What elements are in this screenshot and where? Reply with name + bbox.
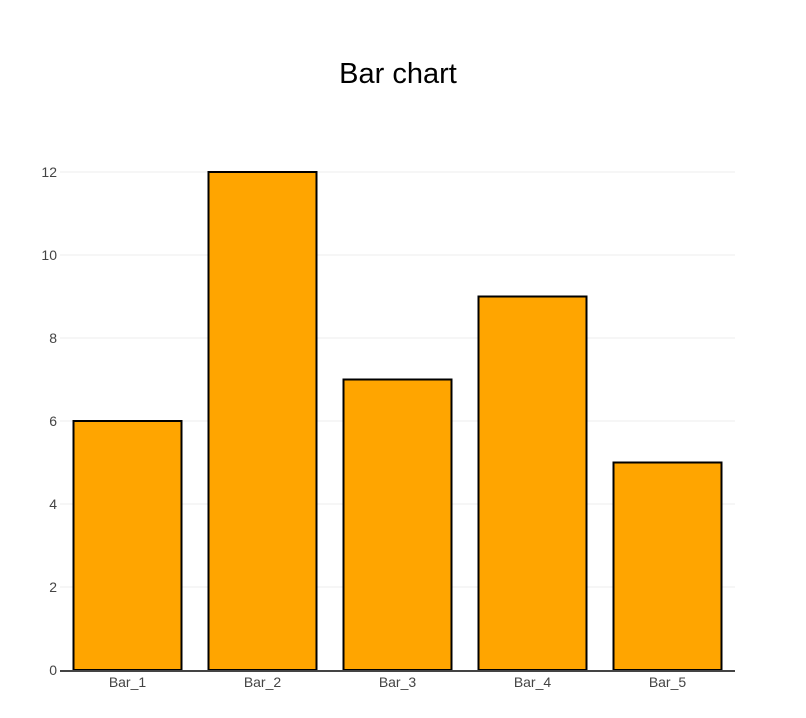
y-tick-label: 2 xyxy=(49,579,57,595)
x-tick-label: Bar_4 xyxy=(514,674,552,690)
bar-bar-2 xyxy=(207,171,318,671)
bar-bar-4 xyxy=(477,295,588,671)
y-tick-label: 0 xyxy=(49,662,57,678)
x-axis-ticks: Bar_1 Bar_2 Bar_3 Bar_4 Bar_5 xyxy=(109,674,687,690)
y-tick-label: 12 xyxy=(41,164,57,180)
x-tick-label: Bar_5 xyxy=(649,674,687,690)
y-axis-ticks: 0 2 4 6 8 10 12 xyxy=(41,164,57,678)
bar-bar-3 xyxy=(342,378,453,671)
x-tick-label: Bar_1 xyxy=(109,674,147,690)
y-tick-label: 4 xyxy=(49,496,57,512)
y-tick-label: 10 xyxy=(41,247,57,263)
y-tick-label: 6 xyxy=(49,413,57,429)
x-tick-label: Bar_3 xyxy=(379,674,417,690)
bar-bar-1 xyxy=(72,420,183,671)
bars xyxy=(72,171,723,671)
chart-title: Bar chart xyxy=(339,58,457,90)
y-tick-label: 8 xyxy=(49,330,57,346)
bar-bar-5 xyxy=(612,461,723,671)
x-tick-label: Bar_2 xyxy=(244,674,282,690)
